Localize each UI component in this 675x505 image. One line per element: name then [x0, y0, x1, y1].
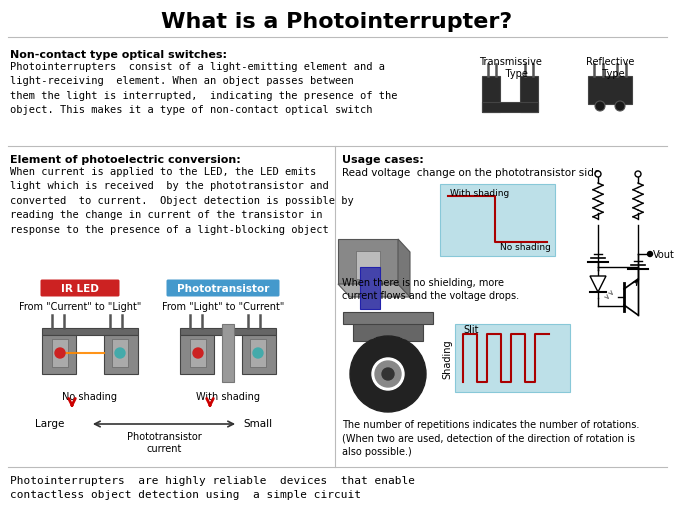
Text: With shading: With shading [196, 391, 260, 401]
Text: No shading: No shading [500, 243, 551, 252]
FancyBboxPatch shape [440, 185, 555, 257]
FancyBboxPatch shape [482, 77, 500, 113]
Circle shape [115, 348, 125, 358]
FancyBboxPatch shape [455, 324, 570, 392]
FancyBboxPatch shape [180, 328, 276, 335]
Text: Slit: Slit [463, 324, 479, 334]
Polygon shape [338, 284, 410, 297]
FancyBboxPatch shape [343, 313, 433, 324]
Text: From "Light" to "Current": From "Light" to "Current" [162, 301, 284, 312]
Text: What is a Photointerrupter?: What is a Photointerrupter? [161, 12, 512, 32]
FancyBboxPatch shape [588, 77, 632, 105]
FancyBboxPatch shape [104, 335, 138, 374]
Text: Reflective
  Type: Reflective Type [586, 57, 634, 78]
FancyBboxPatch shape [167, 280, 279, 297]
Circle shape [595, 102, 605, 112]
Polygon shape [398, 239, 410, 297]
Text: Photointerrupters  are highly reliable  devices  that enable
contactless object : Photointerrupters are highly reliable de… [10, 475, 415, 499]
Text: When there is no shielding, more
current flows and the voltage drops.: When there is no shielding, more current… [342, 277, 519, 300]
FancyBboxPatch shape [42, 335, 76, 374]
Text: Vout: Vout [653, 249, 675, 260]
Text: Element of photoelectric conversion:: Element of photoelectric conversion: [10, 155, 241, 165]
Text: Phototransistor
current: Phototransistor current [127, 431, 201, 452]
Circle shape [372, 358, 404, 390]
Text: IR LED: IR LED [61, 283, 99, 293]
Circle shape [382, 368, 394, 380]
FancyBboxPatch shape [112, 339, 128, 367]
Circle shape [375, 361, 401, 387]
Circle shape [253, 348, 263, 358]
FancyBboxPatch shape [190, 339, 206, 367]
Text: Phototransistor: Phototransistor [177, 283, 269, 293]
Circle shape [635, 172, 641, 178]
Text: Shading: Shading [442, 338, 452, 378]
Text: The number of repetitions indicates the number of rotations.
(When two are used,: The number of repetitions indicates the … [342, 419, 639, 457]
Circle shape [595, 172, 601, 178]
FancyBboxPatch shape [520, 77, 538, 113]
Circle shape [350, 336, 426, 412]
Circle shape [615, 102, 625, 112]
FancyBboxPatch shape [242, 335, 276, 374]
Text: Small: Small [244, 418, 273, 428]
FancyBboxPatch shape [40, 280, 119, 297]
Circle shape [647, 252, 653, 257]
FancyBboxPatch shape [42, 328, 138, 335]
Text: No shading: No shading [63, 391, 117, 401]
Text: With shading: With shading [450, 188, 509, 197]
FancyBboxPatch shape [52, 339, 68, 367]
Text: Read voltage  change on the phototransistor side: Read voltage change on the phototransist… [342, 168, 600, 178]
Text: From "Current" to "Light": From "Current" to "Light" [19, 301, 141, 312]
FancyBboxPatch shape [222, 324, 234, 382]
Polygon shape [360, 268, 380, 310]
Text: Usage cases:: Usage cases: [342, 155, 424, 165]
Circle shape [193, 348, 203, 358]
FancyBboxPatch shape [180, 335, 214, 374]
Circle shape [55, 348, 65, 358]
Polygon shape [590, 276, 606, 292]
FancyBboxPatch shape [482, 103, 538, 113]
FancyBboxPatch shape [353, 321, 423, 341]
Text: Transmissive
    Type: Transmissive Type [479, 57, 541, 78]
Text: Non-contact type optical switches:: Non-contact type optical switches: [10, 50, 227, 60]
Polygon shape [338, 239, 398, 284]
Text: Large: Large [35, 418, 65, 428]
Text: Photointerrupters  consist of a light-emitting element and a
light-receiving  el: Photointerrupters consist of a light-emi… [10, 62, 398, 115]
FancyBboxPatch shape [356, 251, 380, 279]
FancyBboxPatch shape [250, 339, 266, 367]
Text: When current is applied to the LED, the LED emits
light which is received  by th: When current is applied to the LED, the … [10, 167, 354, 234]
